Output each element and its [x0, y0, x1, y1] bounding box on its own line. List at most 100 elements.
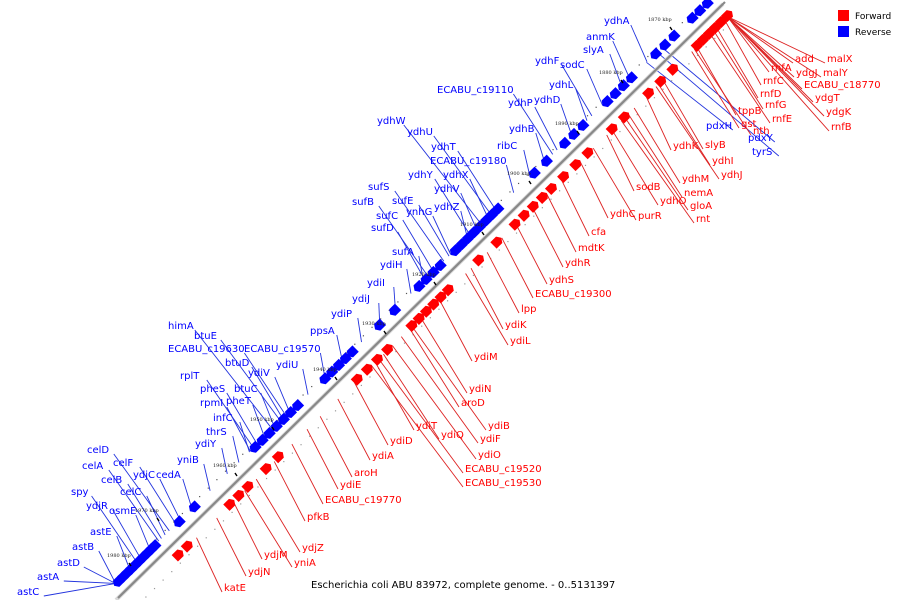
forward-gene-label[interactable]: cfa	[591, 227, 606, 238]
reverse-gene-label[interactable]: ydjR	[86, 501, 108, 512]
reverse-gene-label[interactable]: ydiP	[331, 309, 352, 320]
reverse-gene-label[interactable]: celB	[101, 475, 122, 486]
reverse-gene-label[interactable]: ydhB	[509, 124, 535, 135]
reverse-gene-label[interactable]: ydhU	[407, 127, 433, 138]
reverse-gene-label[interactable]: pheT	[226, 396, 252, 407]
reverse-gene-label[interactable]: astD	[57, 558, 80, 569]
reverse-gene-label[interactable]: cedA	[156, 470, 181, 481]
forward-gene-label[interactable]: katE	[224, 583, 246, 594]
forward-gene-label[interactable]: ydhJ	[721, 170, 743, 181]
forward-gene-label[interactable]: pfkB	[307, 512, 330, 523]
forward-gene-label[interactable]: ydhS	[549, 275, 574, 286]
forward-gene-label[interactable]: yniA	[294, 558, 316, 569]
forward-gene-label[interactable]: ydiF	[480, 434, 501, 445]
reverse-gene-label[interactable]: ydhL	[549, 80, 574, 91]
forward-gene-label[interactable]: malY	[823, 68, 849, 79]
reverse-gene-label[interactable]: ydiJ	[352, 294, 370, 305]
reverse-gene-label[interactable]: ynhG	[406, 207, 432, 218]
forward-gene-label[interactable]: tppB	[738, 106, 762, 117]
forward-gene-label[interactable]: ECABU_c19300	[535, 289, 612, 300]
reverse-gene-label[interactable]: btuE	[194, 331, 217, 342]
reverse-gene-label[interactable]: sufS	[368, 182, 389, 193]
reverse-gene-label[interactable]: osmE	[109, 506, 136, 517]
reverse-gene-label[interactable]: sufE	[392, 196, 413, 207]
reverse-gene-label[interactable]: ydiY	[195, 439, 217, 450]
reverse-gene-label[interactable]: yniB	[177, 455, 199, 466]
forward-gene-label[interactable]: sodB	[636, 182, 661, 193]
forward-gene-label[interactable]: ECABU_c18770	[804, 80, 881, 91]
reverse-gene-label[interactable]: ydhF	[535, 56, 560, 67]
forward-gene-label[interactable]: mdtK	[578, 243, 605, 254]
reverse-gene-label[interactable]: sufD	[371, 223, 394, 234]
forward-gene-label[interactable]: ydiO	[478, 450, 501, 461]
forward-gene-label[interactable]: ydjM	[264, 550, 288, 561]
forward-gene-label[interactable]: purR	[638, 211, 662, 222]
forward-gene-label[interactable]: ECABU_c19530	[465, 478, 542, 489]
forward-gene-label[interactable]: aroD	[461, 398, 485, 409]
reverse-gene-label[interactable]: pheS	[200, 384, 225, 395]
forward-gene-label[interactable]: ydiB	[488, 421, 510, 432]
forward-gene-label[interactable]: rnfA	[771, 63, 792, 74]
reverse-gene-label[interactable]: ydhV	[434, 184, 460, 195]
reverse-gene-label[interactable]: infC	[213, 413, 233, 424]
reverse-gene-label[interactable]: ydhD	[534, 95, 561, 106]
reverse-gene-label[interactable]: sodC	[560, 60, 585, 71]
forward-gene-label[interactable]: rnfB	[831, 122, 852, 133]
reverse-gene-label[interactable]: ECABU_c19630	[168, 344, 245, 355]
reverse-gene-label[interactable]: astC	[17, 587, 39, 598]
forward-gene-label[interactable]: ydiM	[474, 352, 498, 363]
forward-gene-label[interactable]: ydhO	[660, 196, 687, 207]
forward-gene-label[interactable]: nth	[753, 126, 770, 137]
reverse-gene-label[interactable]: btuD	[225, 358, 250, 369]
forward-gene-label[interactable]: lpp	[521, 304, 536, 315]
forward-gene-label[interactable]: ydiD	[390, 436, 413, 447]
reverse-gene-label[interactable]: ribC	[497, 141, 517, 152]
forward-gene-label[interactable]: ydjZ	[302, 543, 324, 554]
reverse-gene-label[interactable]: ECABU_c19110	[437, 85, 514, 96]
forward-gene-label[interactable]: ydgT	[815, 93, 841, 104]
reverse-gene-label[interactable]: himA	[168, 321, 194, 332]
reverse-gene-label[interactable]: ydhW	[377, 116, 406, 127]
forward-gene-label[interactable]: ydhI	[712, 156, 734, 167]
forward-gene-label[interactable]: ydiK	[505, 320, 527, 331]
reverse-gene-label[interactable]: astA	[37, 572, 59, 583]
reverse-gene-label[interactable]: ydhA	[604, 16, 630, 27]
reverse-gene-label[interactable]: celF	[113, 458, 133, 469]
forward-gene-label[interactable]: ydjN	[248, 567, 271, 578]
forward-gene-label[interactable]: ydhK	[673, 141, 699, 152]
forward-gene-label[interactable]: gst	[741, 119, 757, 130]
forward-gene-label[interactable]: ydhR	[565, 258, 591, 269]
reverse-gene-label[interactable]: celD	[87, 445, 109, 456]
forward-gene-label[interactable]: malX	[827, 54, 853, 65]
reverse-gene-label[interactable]: sufB	[352, 197, 374, 208]
forward-gene-label[interactable]: ydiQ	[441, 430, 464, 441]
forward-gene-label[interactable]: ydiL	[510, 336, 531, 347]
forward-gene-label[interactable]: rnfC	[763, 76, 784, 87]
reverse-gene-label[interactable]: ydhP	[508, 98, 533, 109]
forward-gene-label[interactable]: nemA	[684, 188, 713, 199]
forward-gene-label[interactable]: ECABU_c19770	[325, 495, 402, 506]
reverse-gene-label[interactable]: ydiI	[367, 278, 385, 289]
reverse-gene-label[interactable]: celA	[82, 461, 103, 472]
reverse-gene-label[interactable]: ydiH	[380, 260, 403, 271]
forward-gene-label[interactable]: add	[795, 54, 814, 65]
forward-gene-label[interactable]: gloA	[690, 201, 712, 212]
reverse-gene-label[interactable]: ydjC	[133, 470, 155, 481]
reverse-gene-label[interactable]: pdxH	[706, 121, 732, 132]
reverse-gene-label[interactable]: sufA	[392, 247, 414, 258]
forward-gene-label[interactable]: slyB	[705, 140, 726, 151]
reverse-gene-label[interactable]: thrS	[206, 427, 227, 438]
forward-gene-label[interactable]: ydiT	[416, 421, 438, 432]
forward-gene-label[interactable]: aroH	[354, 468, 378, 479]
reverse-gene-label[interactable]: tyrS	[752, 147, 772, 158]
forward-gene-label[interactable]: ydhM	[682, 174, 709, 185]
reverse-gene-label[interactable]: sufC	[376, 211, 398, 222]
reverse-gene-label[interactable]: ydiU	[276, 360, 298, 371]
forward-gene-label[interactable]: ydiA	[372, 451, 394, 462]
reverse-gene-label[interactable]: btuC	[234, 384, 258, 395]
reverse-gene-label[interactable]: ECABU_c19570	[244, 344, 321, 355]
reverse-gene-label[interactable]: astB	[72, 542, 94, 553]
reverse-gene-label[interactable]: ppsA	[310, 326, 335, 337]
forward-gene-label[interactable]: rnt	[696, 214, 710, 225]
reverse-gene-label[interactable]: rpmI	[200, 398, 223, 409]
